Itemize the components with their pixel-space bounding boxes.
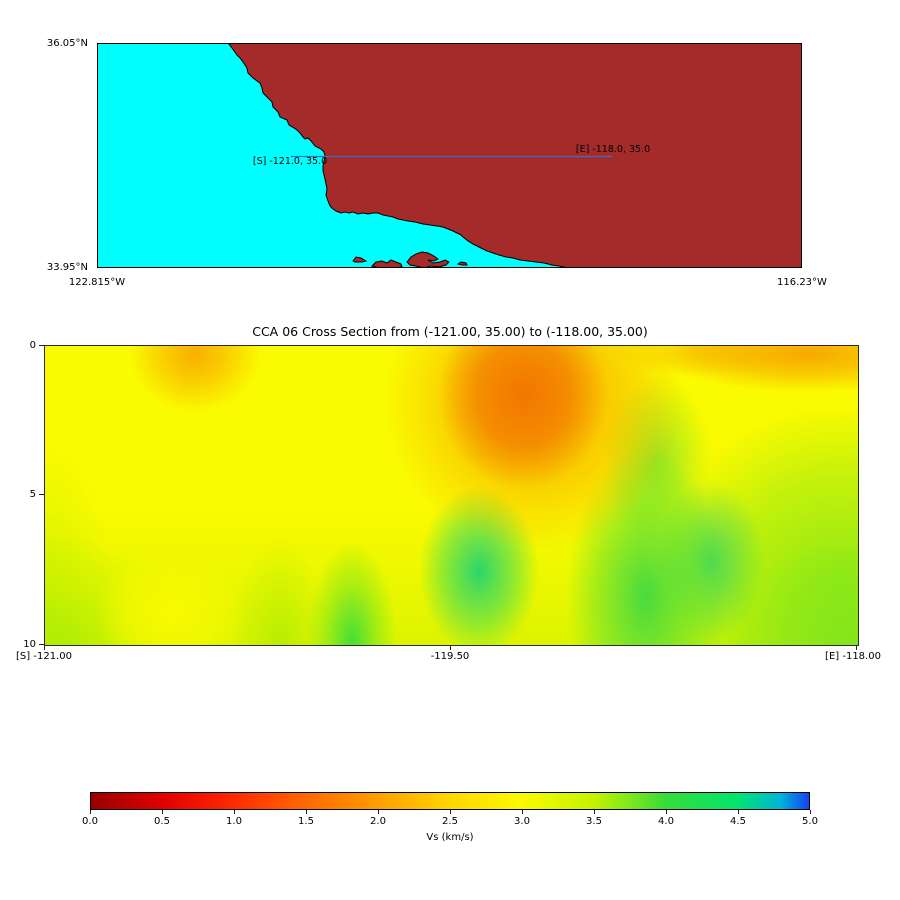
colorbar-tick-label: 0.5 xyxy=(154,816,170,827)
colorbar-tick-label: 3.5 xyxy=(586,816,602,827)
x-tick-label-start: [S] -121.00 xyxy=(16,651,72,662)
colorbar-tick-label: 0.0 xyxy=(82,816,98,827)
map-end-annotation: [E] -118.0, 35.0 xyxy=(575,144,651,155)
location-map xyxy=(97,43,802,268)
colorbar-tick-label: 3.0 xyxy=(514,816,530,827)
y-tick-label-5: 5 xyxy=(29,489,36,500)
colorbar-tick-labels: 0.0 0.5 1.0 1.5 2.0 2.5 3.0 3.5 4.0 4.5 … xyxy=(82,816,818,830)
land-area xyxy=(227,43,802,268)
x-tick-mark-start xyxy=(44,646,45,650)
colorbar-tick-label: 2.5 xyxy=(442,816,458,827)
y-tick-mark-10 xyxy=(39,644,44,645)
island-4 xyxy=(456,261,468,266)
map-lon-right-label: 116.23°W xyxy=(777,277,827,288)
map-lon-left-label: 122.815°W xyxy=(68,277,126,288)
colorbar-tick-label: 5.0 xyxy=(802,816,818,827)
x-tick-label-end: [E] -118.00 xyxy=(825,651,881,662)
colorbar-tick-label: 2.0 xyxy=(370,816,386,827)
colorbar-tick-label: 1.0 xyxy=(226,816,242,827)
x-tick-mark-end xyxy=(856,646,857,650)
y-tick-mark-5 xyxy=(39,494,44,495)
island-1 xyxy=(352,256,368,263)
island-2 xyxy=(371,259,403,268)
map-lat-top-label: 36.05°N xyxy=(46,38,88,49)
x-tick-label-center: -119.50 xyxy=(430,651,470,662)
colorbar-axis-label: Vs (km/s) xyxy=(426,832,474,843)
cross-section-title: CCA 06 Cross Section from (-121.00, 35.0… xyxy=(252,324,648,339)
y-tick-label-10: 10 xyxy=(23,639,36,650)
y-tick-mark-0 xyxy=(39,345,44,346)
map-lat-bottom-label: 33.95°N xyxy=(46,262,88,273)
x-tick-mark-center xyxy=(450,646,451,650)
y-tick-label-0: 0 xyxy=(29,340,36,351)
colorbar-gradient xyxy=(90,792,810,810)
map-frame xyxy=(97,43,802,268)
colorbar-tick-label: 4.5 xyxy=(730,816,746,827)
cross-section-heatmap xyxy=(44,345,859,646)
colorbar-tick-label: 1.5 xyxy=(298,816,314,827)
colorbar-tick-label: 4.0 xyxy=(658,816,674,827)
map-start-annotation: [S] -121.0, 35.0 xyxy=(252,156,328,167)
